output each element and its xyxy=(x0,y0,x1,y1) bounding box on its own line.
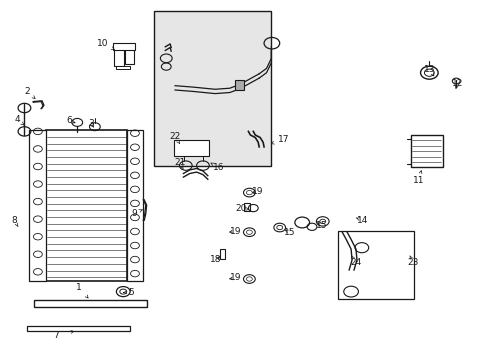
Bar xyxy=(46,130,127,281)
Bar xyxy=(116,66,130,69)
Text: 18: 18 xyxy=(210,256,222,264)
Text: 4: 4 xyxy=(14,115,20,124)
Text: 14: 14 xyxy=(356,216,368,225)
Text: 10: 10 xyxy=(97,39,108,48)
Text: 6: 6 xyxy=(66,116,72,125)
Text: 15: 15 xyxy=(283,228,295,237)
Bar xyxy=(113,43,135,50)
Text: 12: 12 xyxy=(450,79,462,88)
Text: 9: 9 xyxy=(131,209,137,217)
Bar xyxy=(173,140,208,156)
Text: 15: 15 xyxy=(315,220,327,230)
Text: 8: 8 xyxy=(12,216,18,225)
Bar xyxy=(234,80,243,90)
Text: 13: 13 xyxy=(423,65,434,74)
Bar xyxy=(34,300,146,307)
Text: 19: 19 xyxy=(252,187,264,196)
Text: 5: 5 xyxy=(128,288,134,297)
Bar xyxy=(114,48,124,66)
Text: 11: 11 xyxy=(412,176,424,185)
Bar xyxy=(125,49,134,64)
Text: 23: 23 xyxy=(407,258,418,266)
Text: 3: 3 xyxy=(88,118,94,127)
Text: 7: 7 xyxy=(53,331,59,340)
Text: 16: 16 xyxy=(213,163,224,172)
Text: 19: 19 xyxy=(229,227,241,236)
Text: 19: 19 xyxy=(229,274,241,282)
Bar xyxy=(127,130,142,281)
Bar xyxy=(27,326,129,331)
Text: 21: 21 xyxy=(174,158,185,167)
Text: 22: 22 xyxy=(169,132,181,141)
Bar xyxy=(220,249,224,259)
Bar xyxy=(243,203,250,211)
Text: 17: 17 xyxy=(277,135,289,144)
Bar xyxy=(338,231,413,299)
Text: 1: 1 xyxy=(76,284,82,292)
Text: 20: 20 xyxy=(234,204,246,212)
Bar xyxy=(154,11,271,166)
Text: 24: 24 xyxy=(349,258,361,266)
Bar xyxy=(29,130,46,281)
Bar xyxy=(410,135,442,167)
Text: 2: 2 xyxy=(24,87,30,96)
